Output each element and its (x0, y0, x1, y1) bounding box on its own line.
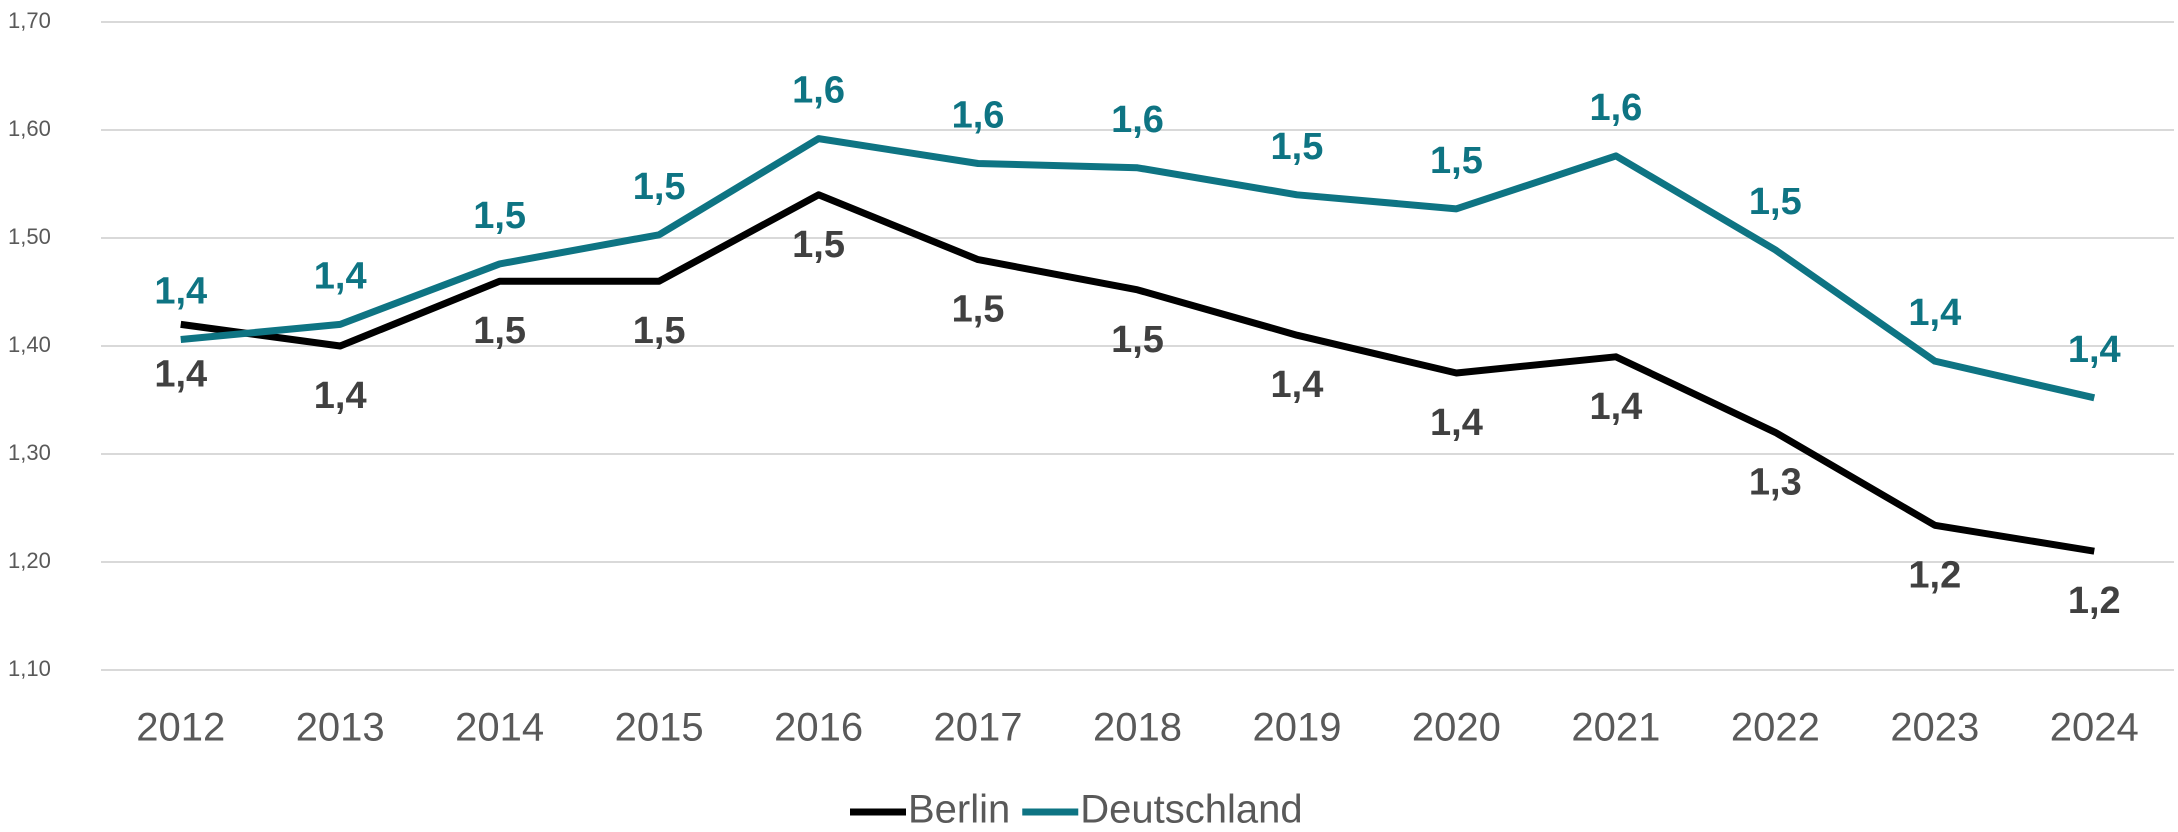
data-label: 1,4 (314, 375, 367, 417)
data-label: 1,5 (473, 195, 526, 237)
x-tick-label: 2019 (1252, 706, 1341, 750)
data-label: 1,5 (633, 166, 686, 208)
y-tick-label: 1,50 (8, 224, 51, 249)
data-label: 1,5 (792, 224, 845, 266)
data-label: 1,5 (1111, 319, 1164, 361)
data-label: 1,6 (1111, 99, 1164, 141)
legend-label: Deutschland (1080, 788, 1302, 832)
data-label: 1,5 (1749, 181, 1802, 223)
x-tick-label: 2013 (296, 706, 385, 750)
y-tick-label: 1,30 (8, 440, 51, 465)
data-label: 1,4 (154, 271, 207, 313)
y-tick-label: 1,10 (8, 656, 51, 681)
data-label: 1,4 (1271, 364, 1324, 406)
x-tick-label: 2020 (1412, 706, 1501, 750)
data-label: 1,2 (2068, 580, 2121, 622)
data-label: 1,6 (792, 70, 845, 112)
x-tick-label: 2024 (2050, 706, 2139, 750)
data-label: 1,3 (1749, 461, 1802, 503)
x-tick-label: 2012 (136, 706, 225, 750)
series-line (180, 135, 2096, 402)
data-label: 1,4 (314, 255, 367, 297)
data-label: 1,5 (952, 289, 1005, 331)
data-label: 1,4 (154, 353, 207, 395)
data-label: 1,5 (1430, 140, 1483, 182)
x-tick-label: 2022 (1731, 706, 1820, 750)
x-tick-label: 2023 (1890, 706, 1979, 750)
data-label: 1,4 (1589, 386, 1642, 428)
data-label: 1,4 (1908, 292, 1961, 334)
legend-label: Berlin (908, 788, 1010, 832)
x-tick-label: 2016 (774, 706, 863, 750)
x-tick-label: 2015 (615, 706, 704, 750)
x-tick-label: 2014 (455, 706, 544, 750)
data-label: 1,5 (1271, 126, 1324, 168)
data-label: 1,4 (2068, 329, 2121, 371)
data-label: 1,6 (1589, 87, 1642, 129)
y-tick-label: 1,20 (8, 548, 51, 573)
series-line (180, 191, 2095, 555)
data-label: 1,5 (473, 310, 526, 352)
x-tick-label: 2018 (1093, 706, 1182, 750)
y-tick-label: 1,60 (8, 116, 51, 141)
data-label: 1,2 (1908, 554, 1961, 596)
x-tick-label: 2017 (934, 706, 1023, 750)
y-tick-label: 1,70 (8, 8, 51, 33)
data-label: 1,6 (952, 95, 1005, 137)
x-tick-label: 2021 (1571, 706, 1660, 750)
data-label: 1,5 (633, 310, 686, 352)
data-label: 1,4 (1430, 402, 1483, 444)
y-tick-label: 1,40 (8, 332, 51, 357)
